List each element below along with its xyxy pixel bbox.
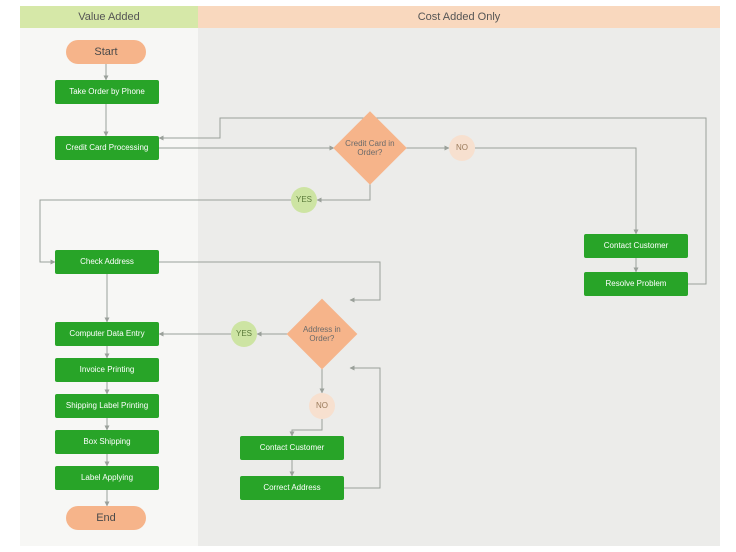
lane-header-cost: Cost Added Only — [198, 6, 720, 28]
node-invoice: Invoice Printing — [55, 358, 159, 382]
node-take_order: Take Order by Phone — [55, 80, 159, 104]
decision-label: Address in Order? — [297, 325, 347, 343]
node-no1: NO — [449, 135, 475, 161]
node-check_addr: Check Address — [55, 250, 159, 274]
node-yes1: YES — [291, 187, 317, 213]
node-data_entry: Computer Data Entry — [55, 322, 159, 346]
node-resolve: Resolve Problem — [584, 272, 688, 296]
decision-label: Credit Card in Order? — [344, 139, 396, 157]
node-no2: NO — [309, 393, 335, 419]
node-start: Start — [66, 40, 146, 64]
flowchart-canvas: Value AddedCost Added Only Start Take Orde… — [0, 0, 736, 552]
node-contact1: Contact Customer — [584, 234, 688, 258]
node-end: End — [66, 506, 146, 530]
node-contact2: Contact Customer — [240, 436, 344, 460]
node-yes2: YES — [231, 321, 257, 347]
node-cc_proc: Credit Card Processing — [55, 136, 159, 160]
node-label_apply: Label Applying — [55, 466, 159, 490]
lane-header-value: Value Added — [20, 6, 198, 28]
node-correct_addr: Correct Address — [240, 476, 344, 500]
node-ship_label: Shipping Label Printing — [55, 394, 159, 418]
node-box_ship: Box Shipping — [55, 430, 159, 454]
